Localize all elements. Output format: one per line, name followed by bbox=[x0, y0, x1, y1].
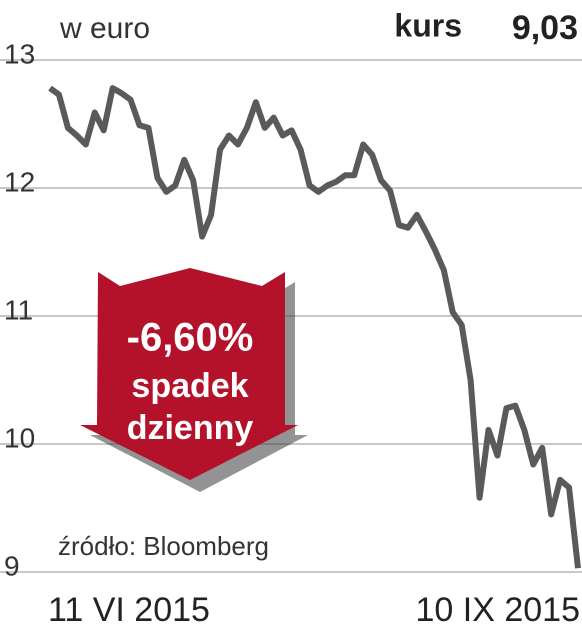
current-label: kurs bbox=[394, 7, 462, 43]
badge bbox=[80, 268, 298, 480]
badge-change: -6,60% bbox=[127, 316, 254, 360]
y-tick-label: 9 bbox=[4, 550, 20, 581]
y-tick-label: 10 bbox=[4, 422, 35, 453]
y-tick-label: 13 bbox=[4, 38, 35, 69]
price-line bbox=[48, 85, 581, 569]
source: źródło: Bloomberg bbox=[58, 531, 269, 561]
x-tick-label: 10 IX 2015 bbox=[416, 591, 580, 629]
badge-text: dzienny bbox=[127, 409, 254, 447]
y-tick-label: 12 bbox=[4, 166, 35, 197]
y-axis-label: w euro bbox=[59, 12, 150, 45]
x-tick-label: 11 VI 2015 bbox=[48, 591, 210, 629]
current-value: 9,03 bbox=[512, 9, 578, 47]
badge-text: spadek bbox=[131, 367, 248, 405]
y-tick-label: 11 bbox=[4, 294, 33, 325]
plot: 9 10 11 12 13 11 VI 2015 10 IX 2015 bbox=[0, 38, 582, 629]
